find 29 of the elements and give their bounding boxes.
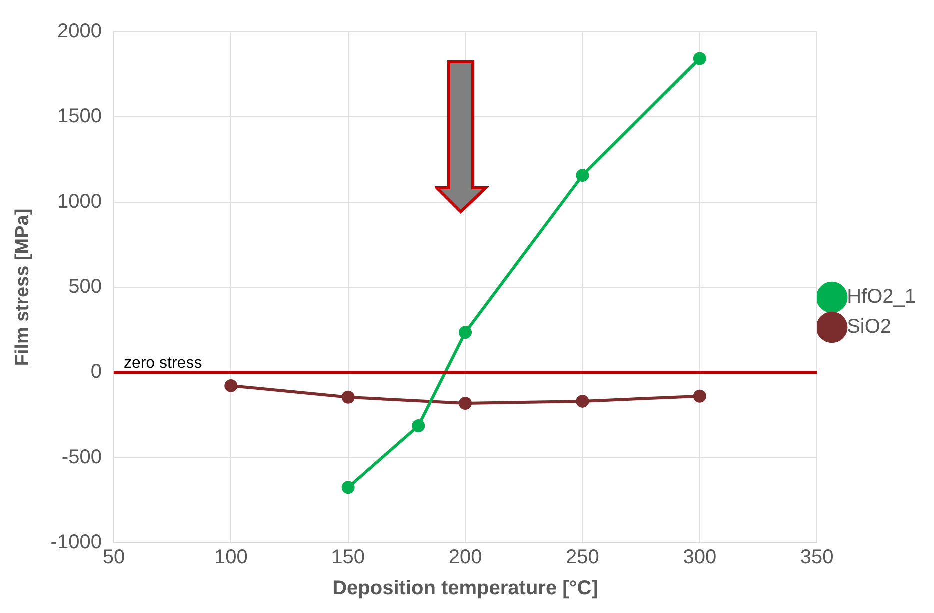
y-tick-label: -1000 — [50, 532, 102, 554]
y-tick-label: 1000 — [57, 190, 102, 213]
point — [412, 419, 426, 432]
point — [342, 390, 355, 404]
x-tick-label: 50 — [102, 546, 126, 569]
y-tick-label: 2000 — [57, 20, 102, 43]
legend-label: HfO2_1 — [847, 286, 916, 308]
point — [459, 396, 472, 410]
point — [342, 481, 355, 494]
legend-label: SiO2 — [847, 316, 892, 338]
x-tick-label: 150 — [332, 546, 366, 569]
y-tick-label: -500 — [62, 446, 102, 468]
x-axis-title: Deposition temperature [°C] — [332, 578, 598, 600]
point — [693, 52, 706, 66]
x-tick-label: 300 — [683, 546, 717, 569]
point — [224, 379, 238, 392]
y-axis-title: Film stress [MPa] — [12, 208, 34, 366]
x-tick-label: 100 — [214, 546, 248, 569]
y-tick-label: 500 — [68, 276, 102, 298]
point — [576, 394, 590, 408]
x-tick-label: 250 — [566, 546, 600, 569]
x-tick-label: 200 — [448, 546, 482, 569]
point — [693, 390, 706, 403]
point — [576, 169, 590, 182]
ref-line-label: zero stress — [124, 355, 202, 372]
y-tick-label: 0 — [90, 361, 102, 384]
point — [459, 326, 472, 340]
y-tick-label: 1500 — [57, 106, 102, 128]
x-tick-label: 350 — [800, 546, 834, 569]
